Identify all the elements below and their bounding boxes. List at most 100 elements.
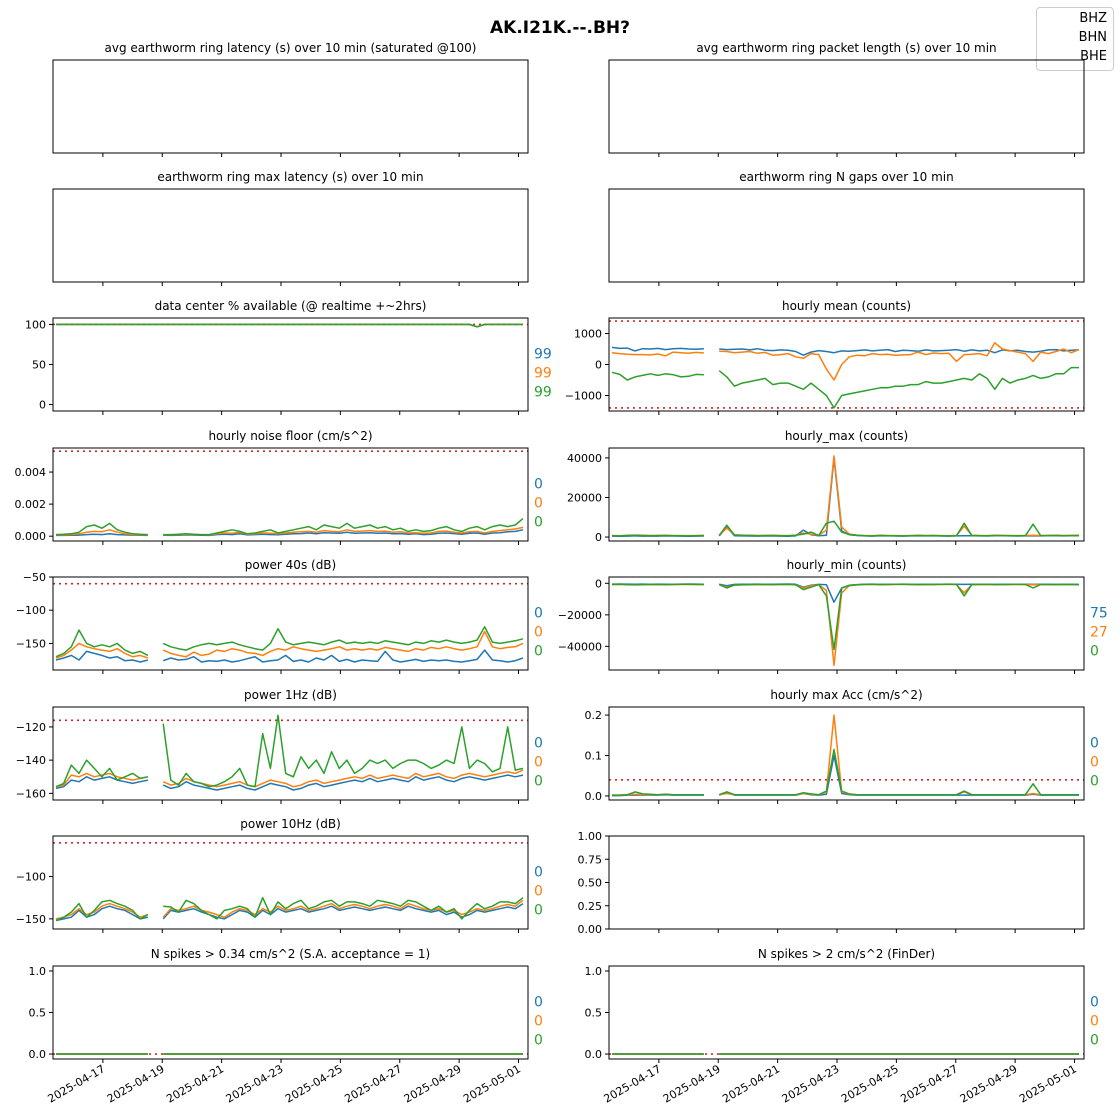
series-bhn [611, 342, 1080, 381]
summary-label-bhz: 0 [534, 736, 543, 752]
axes-frame [608, 706, 1085, 801]
series-bhn [55, 769, 524, 788]
y-tick-label: 0.0 [29, 1048, 47, 1061]
series-bhe [611, 583, 1080, 651]
summary-label-bhn: 0 [534, 1014, 543, 1030]
y-tick-label: −120 [16, 721, 46, 734]
y-tick-label: 1.00 [578, 830, 603, 843]
axes-frame [52, 576, 529, 671]
axes-frame [52, 188, 529, 283]
series-bhe [55, 896, 524, 922]
series-bhz [611, 346, 1080, 356]
summary-label-bhe: 0 [1090, 1033, 1099, 1049]
y-tick-label: 0 [595, 531, 602, 544]
x-tick-label: 2025-05-01 [461, 1062, 523, 1105]
panel-availability: data center % available (@ realtime +~2h… [25, 299, 552, 415]
panel-spikes-2: N spikes > 2 cm/s^2 (FinDer)1.00.50.0202… [585, 947, 1099, 1106]
panel-title: power 40s (dB) [245, 558, 336, 572]
axes-frame [52, 706, 529, 801]
y-tick-label: 0.5 [29, 1007, 47, 1020]
summary-label-bhz: 0 [1090, 736, 1099, 752]
panel-empty-panel: 1.00 0.75 0.50 0.25 0.00 [578, 830, 1085, 936]
panel-title: earthworm ring N gaps over 10 min [739, 170, 953, 184]
summary-label-bhe: 0 [1090, 644, 1099, 660]
summary-label-bhn: 0 [534, 496, 543, 512]
axes-frame [608, 59, 1085, 154]
panel-title: hourly_max (counts) [785, 429, 908, 443]
axes-frame [608, 447, 1085, 542]
series-bhe [611, 366, 1079, 409]
summary-label-bhn: 99 [534, 366, 552, 382]
legend-item-bhz: BHZ [1079, 11, 1107, 26]
series-bhe [56, 323, 523, 328]
y-tick-label: −20000 [558, 609, 602, 622]
summary-label-bhn: 0 [534, 884, 543, 900]
axes-frame [52, 317, 529, 412]
y-tick-label: 1.0 [585, 965, 603, 978]
panel-title: earthworm ring max latency (s) over 10 m… [157, 170, 423, 184]
panel-hourly-min: hourly_min (counts) 0 −20000 −40000 75 27 0 [558, 558, 1108, 674]
y-tick-label: 0 [595, 359, 602, 372]
x-tick-label: 2025-04-21 [720, 1062, 782, 1105]
y-tick-label: 0.0 [585, 1048, 603, 1061]
panel-avg-packet-length: avg earthworm ring packet length (s) ove… [608, 41, 1085, 157]
y-tick-label: 0.1 [585, 750, 603, 763]
y-tick-label: 0.0 [585, 790, 603, 803]
summary-label-bhn: 27 [1090, 625, 1108, 641]
x-tick-label: 2025-04-23 [224, 1062, 286, 1105]
x-tick-label: 2025-04-19 [105, 1062, 167, 1105]
series-bhn [56, 526, 524, 536]
plot-area [609, 320, 1084, 409]
panel-hourly-max: hourly_max (counts) 40000 20000 0 [567, 429, 1085, 545]
x-tick-label: 2025-05-01 [1017, 1062, 1079, 1105]
panel-noise-floor: hourly noise floor (cm/s^2) 0.004 0.002 0.0… [15, 429, 543, 545]
y-tick-label: 20000 [567, 491, 602, 504]
y-tick-label: 0.50 [578, 877, 603, 890]
axes-frame [52, 835, 529, 930]
summary-label-bhn: 0 [534, 625, 543, 641]
series-bhe [55, 518, 524, 536]
y-tick-label: 0.00 [578, 923, 603, 936]
y-tick-label: 1000 [574, 328, 602, 341]
axes-frame [52, 59, 529, 154]
series-bhe [55, 626, 524, 658]
summary-label-bhz: 0 [534, 995, 543, 1011]
series-bhe [55, 714, 524, 788]
x-tick-label: 2025-04-19 [661, 1062, 723, 1105]
panel-max-latency: earthworm ring max latency (s) over 10 m… [52, 170, 529, 286]
panel-avg-latency: avg earthworm ring latency (s) over 10 m… [52, 41, 529, 157]
panel-power-10hz: power 10Hz (dB) −100 −150 0 0 0 [16, 817, 543, 933]
y-tick-label: −100 [16, 871, 46, 884]
legend-item-bhn: BHN [1078, 30, 1107, 45]
series-bhz [611, 457, 1080, 537]
panel-title: avg earthworm ring packet length (s) ove… [696, 41, 996, 55]
summary-label-bhn: 0 [1090, 755, 1099, 771]
panel-n-gaps: earthworm ring N gaps over 10 min [608, 170, 1085, 286]
summary-label-bhn: 0 [534, 755, 543, 771]
axes-frame [608, 965, 1085, 1060]
panel-spikes-034: N spikes > 0.34 cm/s^2 (S.A. acceptance … [29, 947, 543, 1106]
y-tick-label: 0.2 [585, 709, 603, 722]
summary-label-bhe: 0 [534, 1033, 543, 1049]
summary-label-bhz: 0 [534, 865, 543, 881]
x-tick-label: 2025-04-21 [164, 1062, 226, 1105]
x-tick-label: 2025-04-25 [283, 1062, 345, 1105]
axes-frame [52, 965, 529, 1060]
summary-label-bhz: 75 [1090, 606, 1108, 622]
legend-item-bhe: BHE [1080, 49, 1107, 64]
y-tick-label: 0 [39, 399, 46, 412]
series-bhz [612, 754, 1079, 797]
series-bhz [55, 649, 524, 663]
plot-area [53, 582, 528, 663]
panel-title: data center % available (@ realtime +~2h… [155, 299, 427, 313]
plot-area [611, 583, 1080, 667]
panel-title: hourly noise floor (cm/s^2) [208, 429, 372, 443]
y-tick-label: 100 [25, 318, 46, 331]
series-bhn [55, 630, 524, 659]
summary-label-bhe: 0 [534, 774, 543, 790]
panel-title: avg earthworm ring latency (s) over 10 m… [105, 41, 477, 55]
y-tick-label: 0.004 [15, 466, 47, 479]
summary-label-bhz: 0 [534, 477, 543, 493]
y-tick-label: 40000 [567, 452, 602, 465]
y-tick-label: 1.0 [29, 965, 47, 978]
